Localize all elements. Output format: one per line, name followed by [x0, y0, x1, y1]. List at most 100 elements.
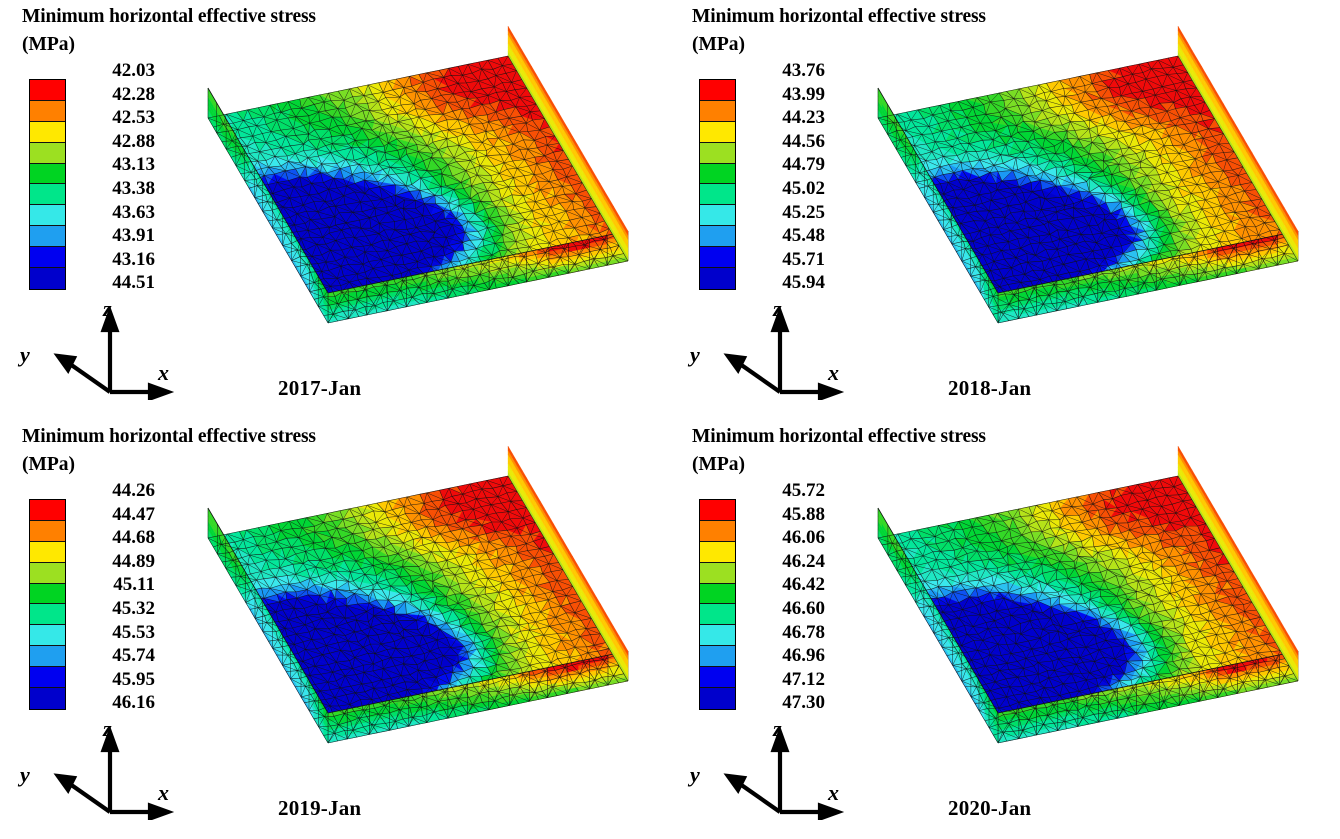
colorbar-band-6	[30, 625, 65, 647]
axis-label-z: z	[773, 296, 782, 321]
model-3d-2018	[850, 20, 1330, 370]
axis-triad: z y x	[688, 296, 858, 400]
colorbar-band-8	[30, 247, 65, 269]
axis-label-x: x	[158, 780, 169, 805]
tick-value: 46.42	[782, 574, 825, 596]
panel-2019: Minimum horizontal effective stress (MPa…	[0, 420, 670, 839]
tick-value: 42.28	[112, 83, 155, 105]
tick-value: 42.53	[112, 107, 155, 129]
legend-units: (MPa)	[22, 454, 76, 475]
colorbar-band-0	[30, 80, 65, 101]
tick-value: 44.79	[782, 154, 825, 176]
legend-title: Minimum horizontal effective stress	[692, 6, 986, 27]
colorbar-band-4	[700, 163, 735, 185]
tick-value: 44.23	[782, 107, 825, 129]
tick-value: 45.94	[782, 272, 825, 294]
colorbar-band-7	[700, 226, 735, 248]
panel-caption: 2017-Jan	[278, 376, 362, 400]
colorbar-band-2	[700, 121, 735, 143]
tick-value: 45.88	[782, 503, 825, 525]
panel-2017: Minimum horizontal effective stress (MPa…	[0, 0, 670, 419]
colorbar-band-8	[30, 667, 65, 689]
colorbar-band-9	[700, 268, 735, 289]
legend-title: Minimum horizontal effective stress	[22, 6, 316, 27]
colorbar-band-8	[700, 247, 735, 269]
colorbar-band-0	[700, 80, 735, 101]
axis-triad: z y x	[18, 716, 188, 820]
tick-value: 45.32	[112, 597, 155, 619]
colorbar-band-3	[700, 562, 735, 584]
panel-caption: 2018-Jan	[948, 376, 1032, 400]
axis-label-z: z	[103, 716, 112, 741]
tick-value: 46.16	[112, 692, 155, 714]
panel-2020: Minimum horizontal effective stress (MPa…	[670, 420, 1340, 839]
tick-value: 47.30	[782, 692, 825, 714]
colorbar-band-3	[700, 142, 735, 164]
colorbar	[699, 79, 736, 290]
tick-value: 45.74	[112, 645, 155, 667]
tick-value: 44.47	[112, 503, 155, 525]
colorbar-band-2	[30, 541, 65, 563]
legend-units: (MPa)	[692, 454, 746, 475]
axis-label-y: y	[20, 762, 30, 787]
legend-title: Minimum horizontal effective stress	[692, 426, 986, 447]
colorbar-band-9	[30, 268, 65, 289]
model-3d-2017	[180, 20, 660, 370]
tick-value: 43.63	[112, 201, 155, 223]
axis-label-x: x	[828, 360, 839, 385]
axis-label-y: y	[690, 762, 700, 787]
model-3d-2019	[180, 440, 660, 790]
tick-value: 43.38	[112, 177, 155, 199]
colorbar-band-5	[30, 184, 65, 206]
tick-value: 45.71	[782, 248, 825, 270]
colorbar-band-6	[700, 625, 735, 647]
panel-caption: 2020-Jan	[948, 796, 1032, 820]
tick-value: 45.25	[782, 201, 825, 223]
tick-value: 46.06	[782, 527, 825, 549]
colorbar-band-6	[700, 205, 735, 227]
axis-triad: z y x	[18, 296, 188, 400]
colorbar-band-3	[30, 562, 65, 584]
panel-2018: Minimum horizontal effective stress (MPa…	[670, 0, 1340, 419]
colorbar-band-1	[30, 100, 65, 122]
colorbar-band-4	[30, 163, 65, 185]
tick-value: 44.68	[112, 527, 155, 549]
tick-value: 43.99	[782, 83, 825, 105]
tick-value: 45.95	[112, 668, 155, 690]
colorbar-band-2	[700, 541, 735, 563]
axis-triad: z y x	[688, 716, 858, 820]
colorbar	[29, 79, 66, 290]
tick-value: 46.24	[782, 550, 825, 572]
tick-value: 42.03	[112, 60, 155, 81]
axis-label-x: x	[828, 780, 839, 805]
colorbar-band-1	[700, 520, 735, 542]
tick-value: 44.26	[112, 480, 155, 501]
colorbar-band-4	[700, 583, 735, 605]
colorbar-band-0	[30, 500, 65, 521]
colorbar-band-0	[700, 500, 735, 521]
colorbar-ticks: 42.03 42.28 42.53 42.88 43.13 43.38 43.6…	[72, 59, 158, 295]
colorbar-band-1	[700, 100, 735, 122]
colorbar-band-4	[30, 583, 65, 605]
colorbar-band-5	[700, 604, 735, 626]
legend-title: Minimum horizontal effective stress	[22, 426, 316, 447]
axis-label-z: z	[773, 716, 782, 741]
colorbar-band-7	[30, 646, 65, 668]
tick-value: 46.60	[782, 597, 825, 619]
tick-value: 45.48	[782, 225, 825, 247]
legend-units: (MPa)	[692, 34, 746, 55]
colorbar-band-9	[700, 688, 735, 709]
tick-value: 46.96	[782, 645, 825, 667]
colorbar-band-7	[700, 646, 735, 668]
tick-value: 42.88	[112, 130, 155, 152]
tick-value: 43.91	[112, 225, 155, 247]
tick-value: 46.78	[782, 621, 825, 643]
model-3d-2020	[850, 440, 1330, 790]
colorbar	[29, 499, 66, 710]
tick-value: 44.56	[782, 130, 825, 152]
colorbar	[699, 499, 736, 710]
tick-value: 47.12	[782, 668, 825, 690]
tick-value: 45.11	[113, 574, 155, 596]
colorbar-band-3	[30, 142, 65, 164]
tick-value: 44.51	[112, 272, 155, 294]
